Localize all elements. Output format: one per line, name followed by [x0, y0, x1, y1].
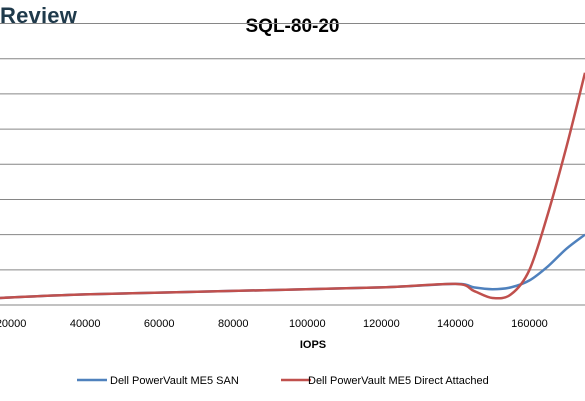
x-tick-label: 80000 [218, 318, 249, 330]
x-tick-label: 40000 [70, 318, 101, 330]
legend: Dell PowerVault ME5 SAN Dell PowerVault M… [77, 375, 489, 387]
x-tick-label: 60000 [144, 318, 175, 330]
chart-title: SQL-80-20 [245, 16, 340, 37]
gridlines [0, 23, 585, 271]
x-tick-labels: 20000 40000 60000 80000 100000 120000 140000 16… [0, 318, 548, 330]
series-line-2 [0, 72, 585, 300]
x-tick-label: 160000 [511, 318, 548, 330]
x-tick-label: 20000 [0, 318, 26, 330]
x-tick-label: 120000 [363, 318, 400, 330]
legend-label-2: Dell PowerVault ME5 Direct Attached [308, 375, 489, 387]
x-tick-label: 100000 [289, 318, 326, 330]
legend-label-1: Dell PowerVault ME5 SAN [110, 375, 239, 387]
x-axis-title: IOPS [300, 339, 326, 351]
x-tick-label: 140000 [437, 318, 474, 330]
plot-lines [0, 72, 585, 300]
